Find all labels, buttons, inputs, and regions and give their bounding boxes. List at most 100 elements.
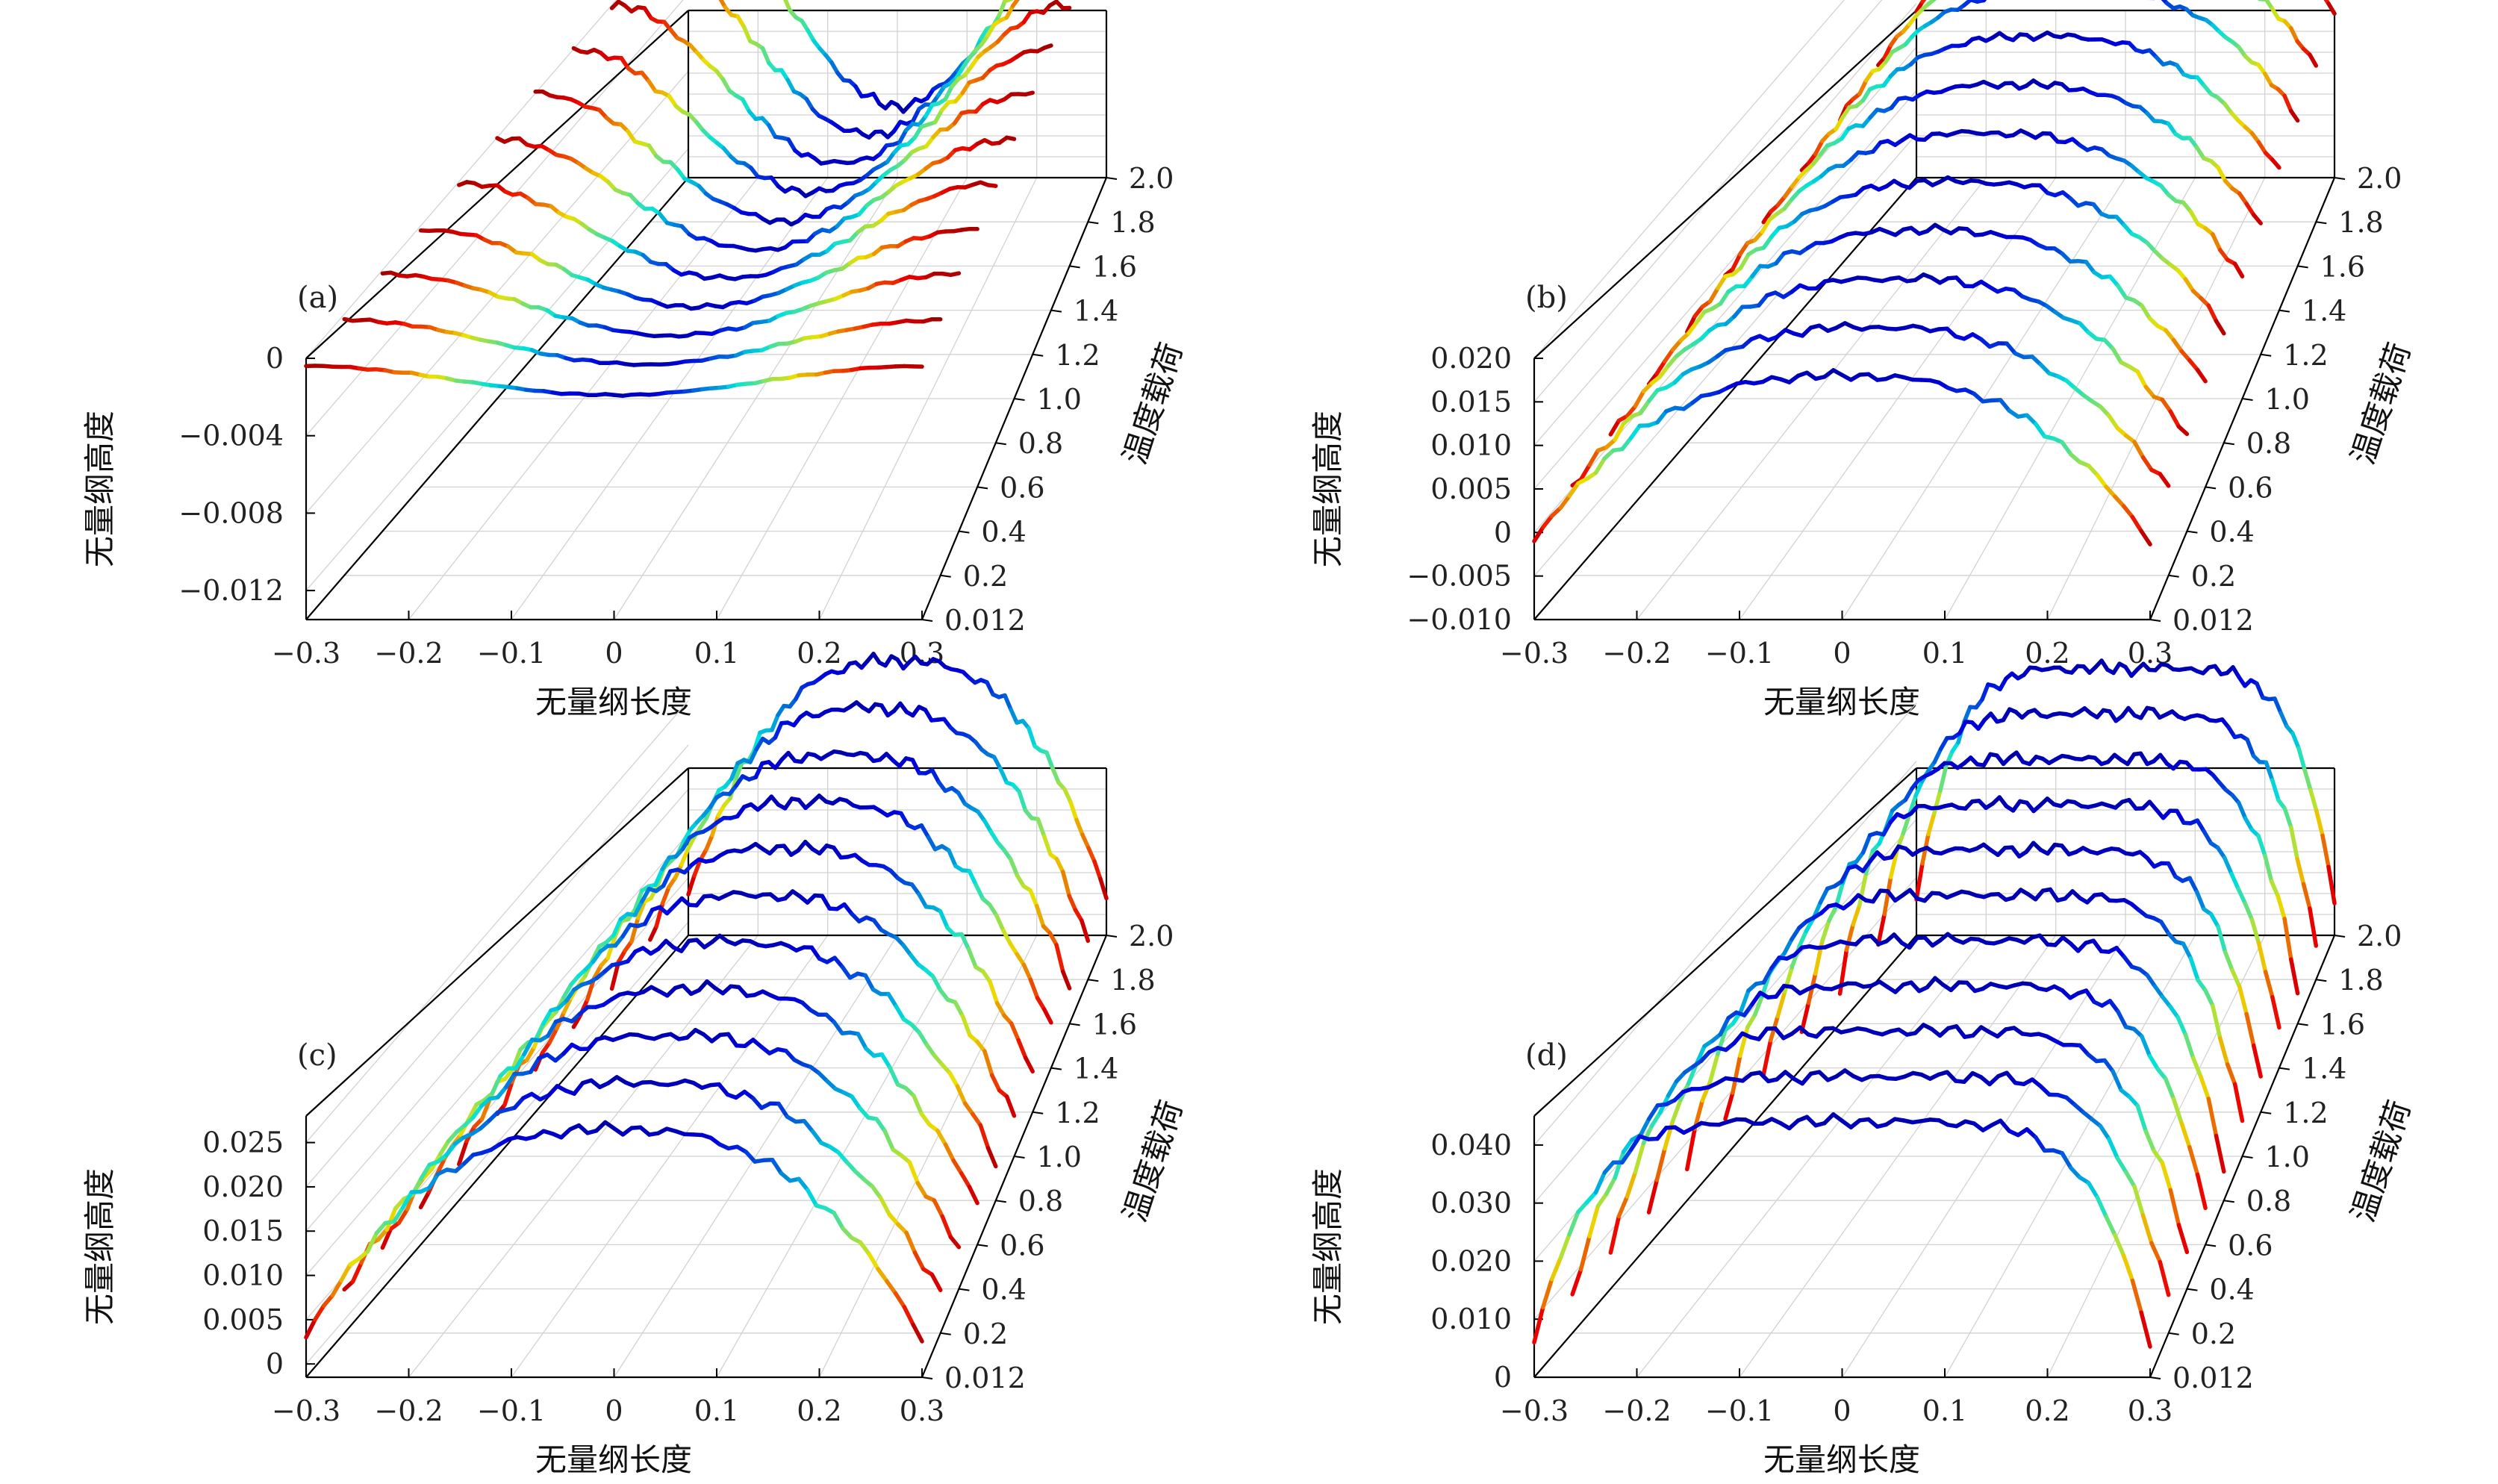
curve-segment — [1738, 240, 1750, 257]
curve-segment — [943, 84, 954, 102]
curve-segment — [2098, 404, 2111, 418]
series-line: 2.0 — [1914, 0, 2337, 16]
depth-tick-label: 2.0 — [1129, 162, 1174, 195]
curve-segment — [912, 1094, 924, 1117]
curve-segment — [2135, 1103, 2149, 1134]
curve-segment — [794, 685, 804, 702]
curve-segment — [1047, 931, 1059, 947]
z-tick-label: 0.010 — [202, 1259, 284, 1292]
curve-segment — [686, 873, 697, 897]
curve-segment — [679, 847, 690, 867]
series-line: 0.012 — [304, 364, 924, 398]
depth-tick-label: 2.0 — [2357, 162, 2402, 195]
curve-segment — [2249, 917, 2261, 945]
curve-segment — [1035, 904, 1046, 929]
depth-tick-label: 1.6 — [1092, 250, 1137, 283]
series-line: 2.0 — [1914, 658, 2337, 905]
curve-segment — [2282, 806, 2293, 829]
curve-segment — [2243, 901, 2255, 922]
curve-segment — [1657, 364, 1671, 379]
x-tick-label: −0.1 — [1705, 637, 1774, 670]
curve-segment — [510, 1047, 523, 1072]
curve-segment — [1578, 463, 1592, 482]
curve-segment — [1587, 1203, 1601, 1239]
x-tick-label: −0.3 — [1500, 637, 1569, 670]
curve-segment — [886, 991, 899, 1008]
curve-segment — [2121, 1253, 2135, 1283]
curve-segment — [2098, 1123, 2111, 1141]
curve-segment — [2211, 1003, 2223, 1041]
depth-tick-label: 0.4 — [2209, 1273, 2254, 1306]
curve-segment — [2143, 384, 2157, 399]
curve-segment — [2232, 261, 2245, 278]
curve-segment — [396, 1207, 410, 1225]
curve-segment — [971, 1112, 983, 1128]
x-tick-label: −0.3 — [272, 637, 340, 670]
curve-segment — [1584, 1190, 1598, 1205]
curve-segment — [2183, 277, 2196, 293]
curve-segment — [1042, 43, 1053, 50]
z-tick-label: 0.005 — [202, 1303, 284, 1336]
curve-segment — [809, 945, 822, 961]
curve-segment — [988, 979, 1000, 1006]
curve-segment — [2289, 825, 2299, 861]
depth-tick-label: 1.0 — [2265, 383, 2310, 416]
curve-segment — [990, 1073, 1002, 1093]
curve-segment — [605, 935, 617, 961]
curve-segment — [1620, 436, 1633, 452]
curve-segment — [2005, 1070, 2018, 1085]
curve-segment — [611, 917, 623, 938]
z-tick-label: 0.010 — [1430, 1303, 1512, 1335]
curve-segment — [1752, 994, 1765, 1017]
curve-segment — [2264, 760, 2275, 782]
curve-segment — [1761, 966, 1774, 985]
x-tick-label: 0.1 — [694, 637, 739, 670]
curve-segment — [1086, 846, 1097, 864]
curve-segment — [446, 1129, 459, 1144]
curve-segment — [524, 1045, 537, 1062]
depth-axis-label: 温度载荷 — [1116, 338, 1190, 469]
curve-segment — [1647, 1103, 1660, 1121]
curve-segment — [1074, 817, 1085, 838]
curve-segment — [2195, 1172, 2208, 1211]
series-line: 0.2 — [342, 317, 943, 367]
curve-segment — [2155, 1067, 2168, 1081]
curve-segment — [966, 947, 978, 970]
curve-segment — [2263, 853, 2274, 884]
depth-tick-label: 0.8 — [2246, 427, 2291, 460]
axes-frame — [1533, 767, 2336, 1379]
curve-segment — [2251, 1043, 2263, 1079]
x-tick-label: −0.2 — [374, 637, 443, 670]
curve-segment — [1980, 682, 1990, 702]
curve-segment — [1707, 286, 1720, 304]
curve-segment — [2237, 800, 2248, 820]
curve-segment — [2195, 818, 2207, 834]
curve-segment — [2245, 737, 2256, 758]
depth-tick-label: 0.012 — [944, 604, 1026, 637]
curve-segment — [1938, 763, 1949, 793]
curve-segment — [967, 868, 979, 888]
curve-segment — [1587, 448, 1601, 467]
depth-tick-label: 1.2 — [1055, 339, 1100, 372]
curve-segment — [2194, 889, 2206, 911]
curve-segment — [1723, 1091, 1735, 1121]
curve-segment — [982, 818, 994, 835]
curve-segment — [932, 107, 944, 125]
curve-segment — [419, 1162, 432, 1181]
depth-tick-label: 1.4 — [2302, 1053, 2346, 1085]
curve-segment — [991, 755, 1003, 771]
curve-segment — [1860, 87, 1872, 103]
curve-segment — [919, 1112, 932, 1127]
depth-tick-label: 0.2 — [2191, 560, 2236, 593]
curve-segment — [2171, 337, 2184, 354]
curve-segment — [1813, 139, 1825, 157]
curve-segment — [2216, 165, 2228, 183]
z-tick-label: 0.015 — [202, 1215, 284, 1247]
curve-segment — [1004, 1094, 1017, 1118]
series-line: 1.4 — [571, 43, 1053, 199]
x-tick-label: −0.2 — [374, 1394, 443, 1427]
depth-axis-label: 温度载荷 — [2344, 1096, 2418, 1226]
curve-segment — [504, 1072, 517, 1090]
curve-segment — [929, 1272, 943, 1292]
curve-segment — [2251, 212, 2263, 225]
